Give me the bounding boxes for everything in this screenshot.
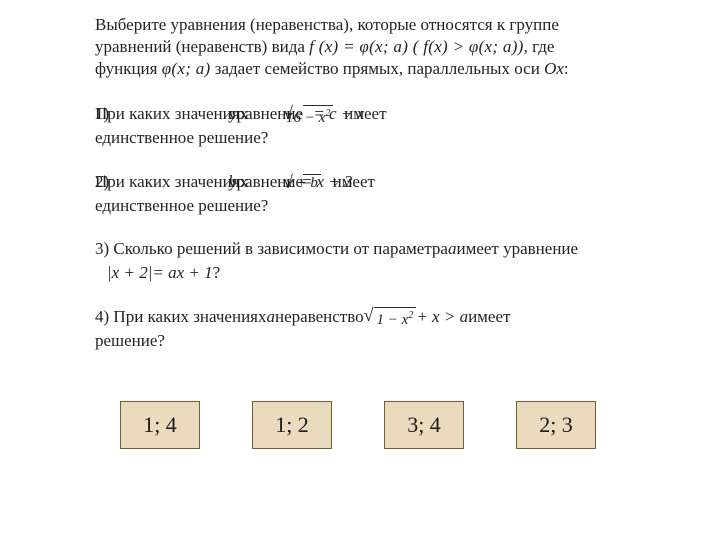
problem-1: 1) При каких значениях c уравнение − √16… — [95, 102, 680, 150]
intro-line3: функция φ(x; a) задает семейство прямых,… — [95, 58, 680, 80]
problems-block: 1) При каких значениях c уравнение − √16… — [95, 102, 680, 352]
problem-4: 4) При каких значениях a неравенство √1 … — [95, 305, 680, 353]
answer-option-2[interactable]: 1; 2 — [252, 401, 332, 449]
equation-3: |x + 2| = ax + 1 — [107, 261, 213, 285]
answer-option-4[interactable]: 2; 3 — [516, 401, 596, 449]
answer-option-1[interactable]: 1; 4 — [120, 401, 200, 449]
answer-buttons: 1; 4 1; 2 3; 4 2; 3 — [120, 401, 680, 449]
intro-block: Выберите уравнения (неравенства), которы… — [95, 14, 680, 80]
axis-ox: Ox — [544, 59, 564, 78]
answer-option-3[interactable]: 3; 4 — [384, 401, 464, 449]
intro-line2: уравнений (неравенств) вида f (x) = φ(x;… — [95, 36, 680, 58]
problem-3: 3) Сколько решений в зависимости от пара… — [95, 237, 680, 285]
formula-main: f (x) = φ(x; a) ( f(x) > φ(x; a)) — [309, 37, 523, 56]
equation-4: √1 − x2 + x > a — [364, 305, 468, 329]
intro-line1: Выберите уравнения (неравенства), которы… — [95, 14, 680, 36]
problem-2: 2) При каких значениях b уравнение √x + … — [95, 170, 680, 218]
formula-phi: φ(x; a) — [162, 59, 211, 78]
